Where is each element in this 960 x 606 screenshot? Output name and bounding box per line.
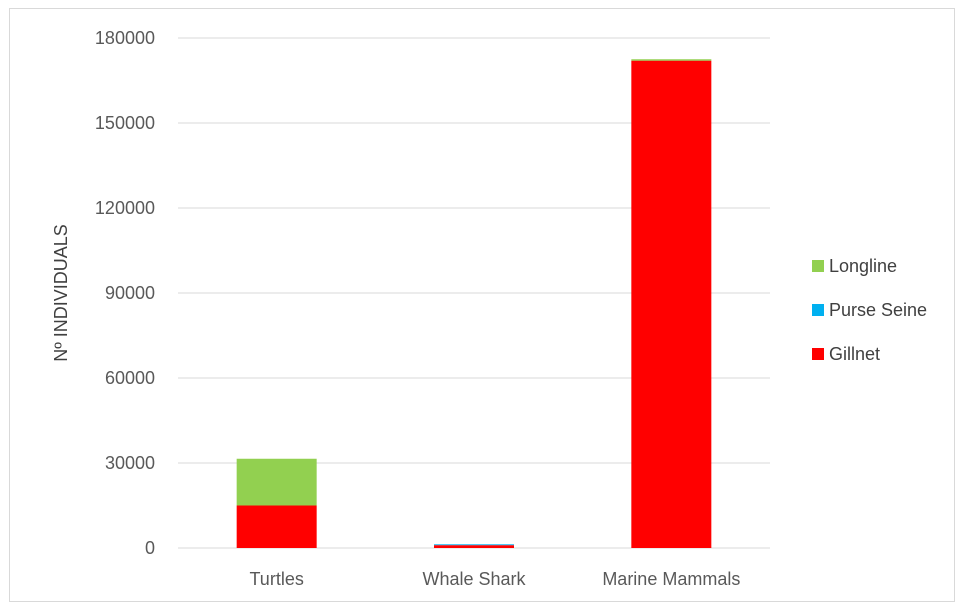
bars [236, 59, 712, 549]
y-axis-label: Nº INDIVIDUALS [51, 224, 71, 362]
legend-swatch [812, 304, 824, 316]
y-tick-label: 60000 [105, 368, 155, 388]
bar-segment [236, 458, 317, 506]
bar-segment [236, 505, 317, 548]
x-tick-label: Marine Mammals [602, 569, 740, 589]
legend-label: Purse Seine [829, 300, 927, 320]
bar-segment [631, 59, 712, 61]
x-axis-ticks: Turtles Whale Shark Marine Mammals [249, 569, 740, 589]
chart-frame [9, 8, 955, 602]
bar-segment [631, 60, 712, 549]
y-tick-label: 30000 [105, 453, 155, 473]
y-tick-label: 120000 [95, 198, 155, 218]
bar-segment [434, 544, 514, 546]
y-tick-label: 150000 [95, 113, 155, 133]
y-tick-label: 90000 [105, 283, 155, 303]
x-tick-label: Whale Shark [422, 569, 526, 589]
legend: Longline Purse Seine Gillnet [812, 256, 927, 364]
y-tick-label: 0 [145, 538, 155, 558]
y-axis-ticks: 0 30000 60000 90000 120000 150000 180000 [95, 28, 155, 558]
bar-segment [434, 545, 514, 548]
legend-label: Gillnet [829, 344, 880, 364]
y-tick-label: 180000 [95, 28, 155, 48]
x-tick-label: Turtles [249, 569, 303, 589]
legend-label: Longline [829, 256, 897, 276]
legend-swatch [812, 348, 824, 360]
legend-swatch [812, 260, 824, 272]
